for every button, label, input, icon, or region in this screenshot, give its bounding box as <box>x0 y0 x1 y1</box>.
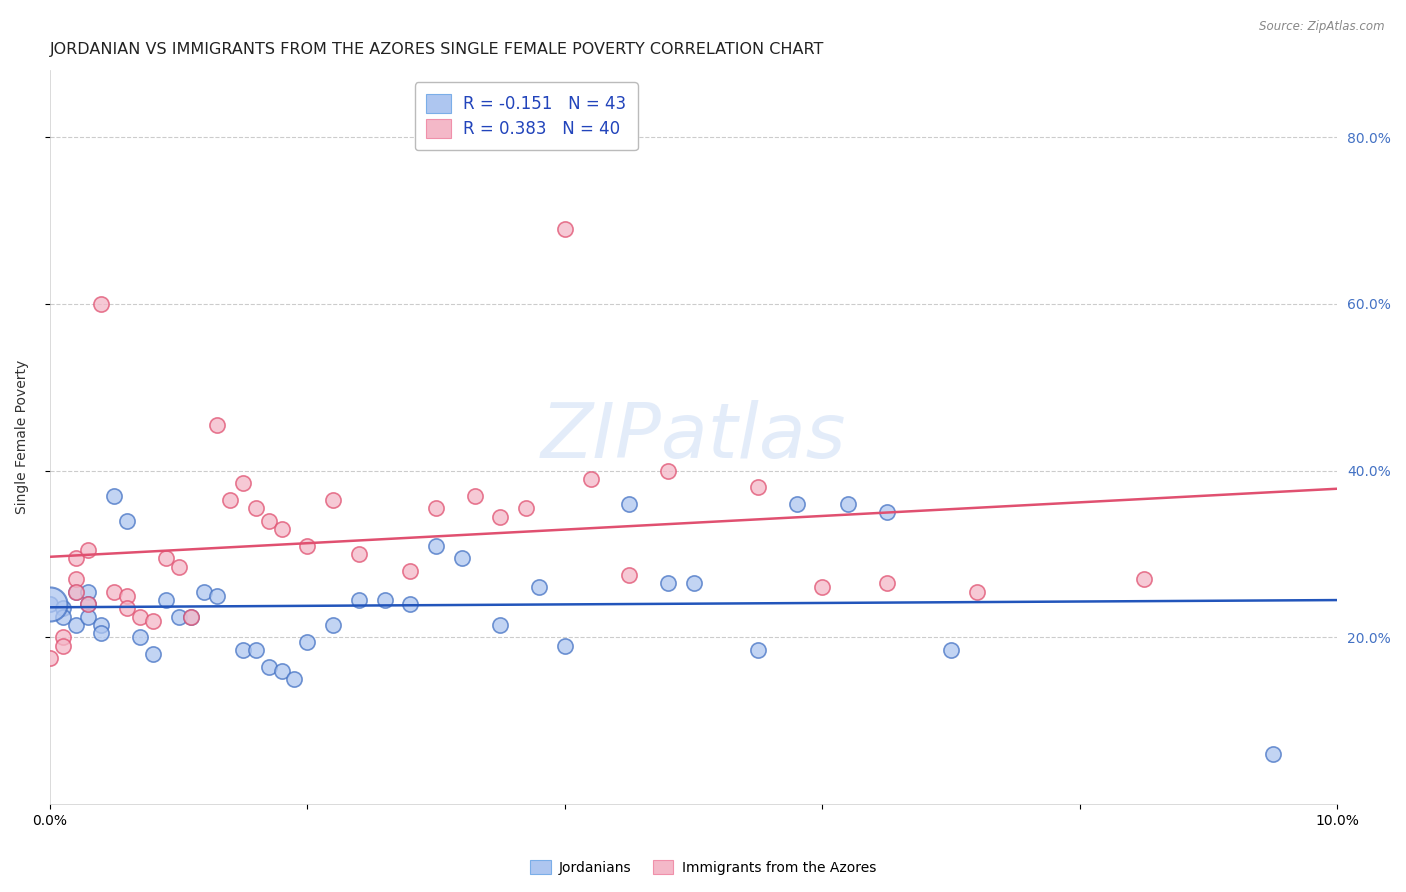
Point <box>322 492 344 507</box>
Point <box>554 639 576 653</box>
Point <box>657 464 679 478</box>
Point <box>38 597 60 611</box>
Point <box>90 297 112 311</box>
Point <box>52 639 75 653</box>
Point <box>180 609 202 624</box>
Point <box>65 551 87 566</box>
Point <box>245 501 267 516</box>
Point <box>876 505 898 519</box>
Point <box>65 618 87 632</box>
Point <box>464 489 486 503</box>
Point <box>619 497 641 511</box>
Point <box>747 480 769 494</box>
Point <box>103 584 125 599</box>
Point <box>180 609 202 624</box>
Point <box>489 618 512 632</box>
Point <box>115 589 138 603</box>
Point <box>77 584 100 599</box>
Point <box>52 631 75 645</box>
Point <box>347 593 370 607</box>
Point <box>297 539 319 553</box>
Point <box>619 568 641 582</box>
Point <box>65 584 87 599</box>
Point <box>425 501 447 516</box>
Point <box>142 647 165 661</box>
Point <box>90 618 112 632</box>
Legend: R = -0.151   N = 43, R = 0.383   N = 40: R = -0.151 N = 43, R = 0.383 N = 40 <box>415 82 638 150</box>
Point <box>129 609 152 624</box>
Point <box>876 576 898 591</box>
Text: JORDANIAN VS IMMIGRANTS FROM THE AZORES SINGLE FEMALE POVERTY CORRELATION CHART: JORDANIAN VS IMMIGRANTS FROM THE AZORES … <box>49 42 824 57</box>
Point <box>103 489 125 503</box>
Point <box>38 597 60 611</box>
Point <box>38 651 60 665</box>
Point <box>1261 747 1284 762</box>
Point <box>399 564 422 578</box>
Point <box>167 559 190 574</box>
Point <box>65 584 87 599</box>
Point <box>399 597 422 611</box>
Point <box>786 497 808 511</box>
Point <box>515 501 537 516</box>
Point <box>77 597 100 611</box>
Point <box>115 601 138 615</box>
Point <box>270 522 292 536</box>
Point <box>322 618 344 632</box>
Point <box>270 664 292 678</box>
Point <box>77 542 100 557</box>
Point <box>245 643 267 657</box>
Point <box>811 581 834 595</box>
Point <box>489 509 512 524</box>
Point <box>579 472 602 486</box>
Point <box>257 514 280 528</box>
Point <box>657 576 679 591</box>
Point <box>155 593 177 607</box>
Point <box>232 476 254 491</box>
Point <box>450 551 472 566</box>
Point <box>682 576 704 591</box>
Point <box>297 634 319 648</box>
Point <box>142 614 165 628</box>
Point <box>155 551 177 566</box>
Point <box>193 584 215 599</box>
Point <box>939 643 962 657</box>
Y-axis label: Single Female Poverty: Single Female Poverty <box>15 360 30 515</box>
Point <box>205 417 228 432</box>
Point <box>167 609 190 624</box>
Point <box>65 572 87 586</box>
Point <box>527 581 550 595</box>
Point <box>1133 572 1156 586</box>
Point <box>966 584 988 599</box>
Point <box>257 659 280 673</box>
Point <box>837 497 859 511</box>
Point <box>283 672 305 686</box>
Point <box>747 643 769 657</box>
Point <box>90 626 112 640</box>
Text: ZIPatlas: ZIPatlas <box>541 401 846 475</box>
Point <box>374 593 396 607</box>
Point <box>52 609 75 624</box>
Point <box>205 589 228 603</box>
Point <box>77 597 100 611</box>
Point <box>77 609 100 624</box>
Legend: Jordanians, Immigrants from the Azores: Jordanians, Immigrants from the Azores <box>524 855 882 880</box>
Point <box>52 601 75 615</box>
Point <box>219 492 242 507</box>
Point <box>115 514 138 528</box>
Point <box>347 547 370 561</box>
Point <box>554 222 576 236</box>
Point <box>232 643 254 657</box>
Text: Source: ZipAtlas.com: Source: ZipAtlas.com <box>1260 20 1385 33</box>
Point <box>425 539 447 553</box>
Point <box>129 631 152 645</box>
